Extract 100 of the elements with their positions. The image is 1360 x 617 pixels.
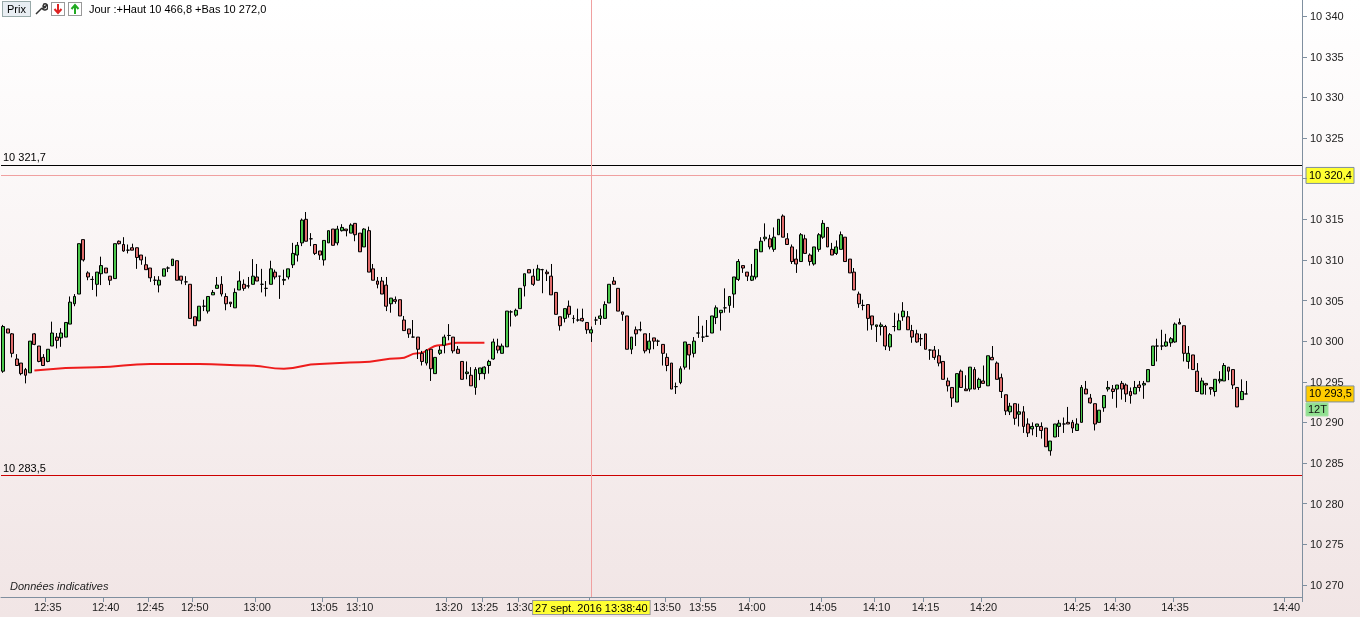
y-tick-label: 10 310 — [1310, 253, 1344, 266]
x-tick-label: 14:35 — [1161, 600, 1189, 613]
candlestick — [1231, 369, 1235, 390]
y-tick-label: 10 315 — [1310, 213, 1344, 226]
chart-title: Prix — [2, 1, 31, 17]
text: 12T — [1308, 403, 1328, 416]
candlestick — [331, 228, 335, 246]
candlestick — [946, 377, 950, 392]
x-tick-label: 12:45 — [136, 600, 165, 613]
candlestick — [269, 260, 273, 285]
candlestick — [260, 268, 264, 293]
candlestick — [251, 258, 255, 285]
ref-line-label: 10 321,7 — [3, 151, 46, 164]
candlestick — [224, 292, 228, 311]
candlestick — [37, 345, 41, 363]
candlestick — [540, 268, 544, 294]
candlestick — [175, 260, 179, 281]
x-tick-label: 14:15 — [911, 600, 940, 613]
candlestick — [679, 365, 682, 385]
candlestick — [830, 242, 834, 256]
candlestick — [122, 236, 125, 253]
candlestick — [282, 269, 286, 286]
x-tick-label: 14:25 — [1063, 600, 1091, 613]
candlestick — [1173, 321, 1177, 344]
candlestick — [1057, 419, 1061, 438]
candlestick — [924, 333, 927, 350]
y-tick-label: 10 335 — [1310, 50, 1344, 63]
x-tick-label: 13:05 — [310, 600, 338, 613]
candlestick — [1124, 382, 1128, 403]
candlestick — [447, 323, 451, 341]
candlestick — [772, 226, 776, 253]
candlestick — [197, 305, 201, 322]
x-tick-label: 14:00 — [737, 600, 766, 613]
candlestick — [278, 275, 281, 300]
candlestick — [233, 287, 237, 309]
candlestick — [580, 308, 584, 323]
x-tick-label: 12:50 — [181, 600, 209, 613]
y-tick-label: 10 300 — [1310, 335, 1344, 348]
x-tick-label: 13:30 — [506, 600, 534, 613]
candlestick — [643, 333, 647, 354]
y-tick-label: 10 330 — [1310, 91, 1344, 104]
y-tick-label: 10 340 — [1310, 10, 1344, 23]
x-tick-label: 13:55 — [688, 600, 717, 613]
candlestick — [545, 269, 549, 282]
candlestick — [857, 291, 861, 309]
candlestick — [1053, 423, 1057, 438]
candlestick — [1222, 362, 1226, 382]
x-tick-label: 14:05 — [809, 600, 837, 613]
x-tick-label: 14:40 — [1272, 600, 1301, 613]
candlestick — [211, 289, 215, 296]
candlestick — [1075, 417, 1079, 431]
annotation: Jour :+Haut 10 466,8 +Bas 10 272,0 — [88, 3, 267, 15]
candlestick — [518, 287, 522, 310]
candlestick — [1146, 369, 1150, 383]
x-tick-label: 27 sept. 2016 13:38:40 — [535, 601, 648, 614]
candlestick — [157, 275, 161, 293]
candlestick — [77, 243, 81, 295]
y-tick-label: 10 270 — [1310, 578, 1344, 591]
candlestick — [567, 300, 571, 319]
candlestick — [728, 295, 731, 314]
x-tick-label: 13:50 — [653, 600, 681, 613]
x-tick-label: 12:35 — [34, 600, 62, 613]
candlestick — [683, 341, 687, 371]
x-tick-label: 12:40 — [91, 600, 120, 613]
candlestick — [1204, 382, 1208, 396]
candlestick — [309, 232, 313, 247]
candlestick — [589, 326, 593, 343]
candlestick — [634, 326, 638, 347]
candlestick — [206, 295, 210, 315]
candlestick — [86, 270, 90, 281]
candlestick — [487, 359, 491, 375]
candlestick — [781, 213, 785, 238]
candlestick — [696, 315, 700, 339]
candlestick — [576, 308, 580, 323]
y-tick-label: 10 275 — [1310, 538, 1344, 551]
candlestick — [1102, 395, 1106, 413]
candlestick — [10, 332, 14, 358]
y-tick-label: 10 285 — [1310, 456, 1344, 469]
x-tick-label: 14:20 — [969, 600, 998, 613]
y-tick-label: 10 305 — [1310, 294, 1344, 307]
candlestick — [304, 211, 308, 242]
y-tick-label: 10 280 — [1310, 497, 1344, 510]
x-tick-label: 13:20 — [435, 600, 463, 613]
text: 10 293,5 — [1309, 387, 1352, 400]
y-tick-label: 10 290 — [1310, 416, 1344, 429]
candlestick — [661, 343, 665, 367]
y-tick-label: 10 325 — [1310, 132, 1344, 145]
candlestick — [1155, 338, 1159, 362]
candlestick — [255, 263, 259, 282]
x-tick-label: 13:25 — [470, 600, 499, 613]
candlestick — [625, 315, 629, 350]
x-tick-label: 14:30 — [1103, 600, 1131, 613]
candlestick — [162, 268, 166, 277]
candlestick — [866, 304, 870, 332]
x-tick-label: 14:10 — [862, 600, 891, 613]
candlestick — [785, 232, 789, 245]
y-tick-label: 10 295 — [1310, 375, 1344, 388]
ref-line-label: 10 320,4 — [1309, 168, 1352, 181]
candlestick — [1004, 394, 1008, 416]
candlestick — [429, 348, 433, 382]
